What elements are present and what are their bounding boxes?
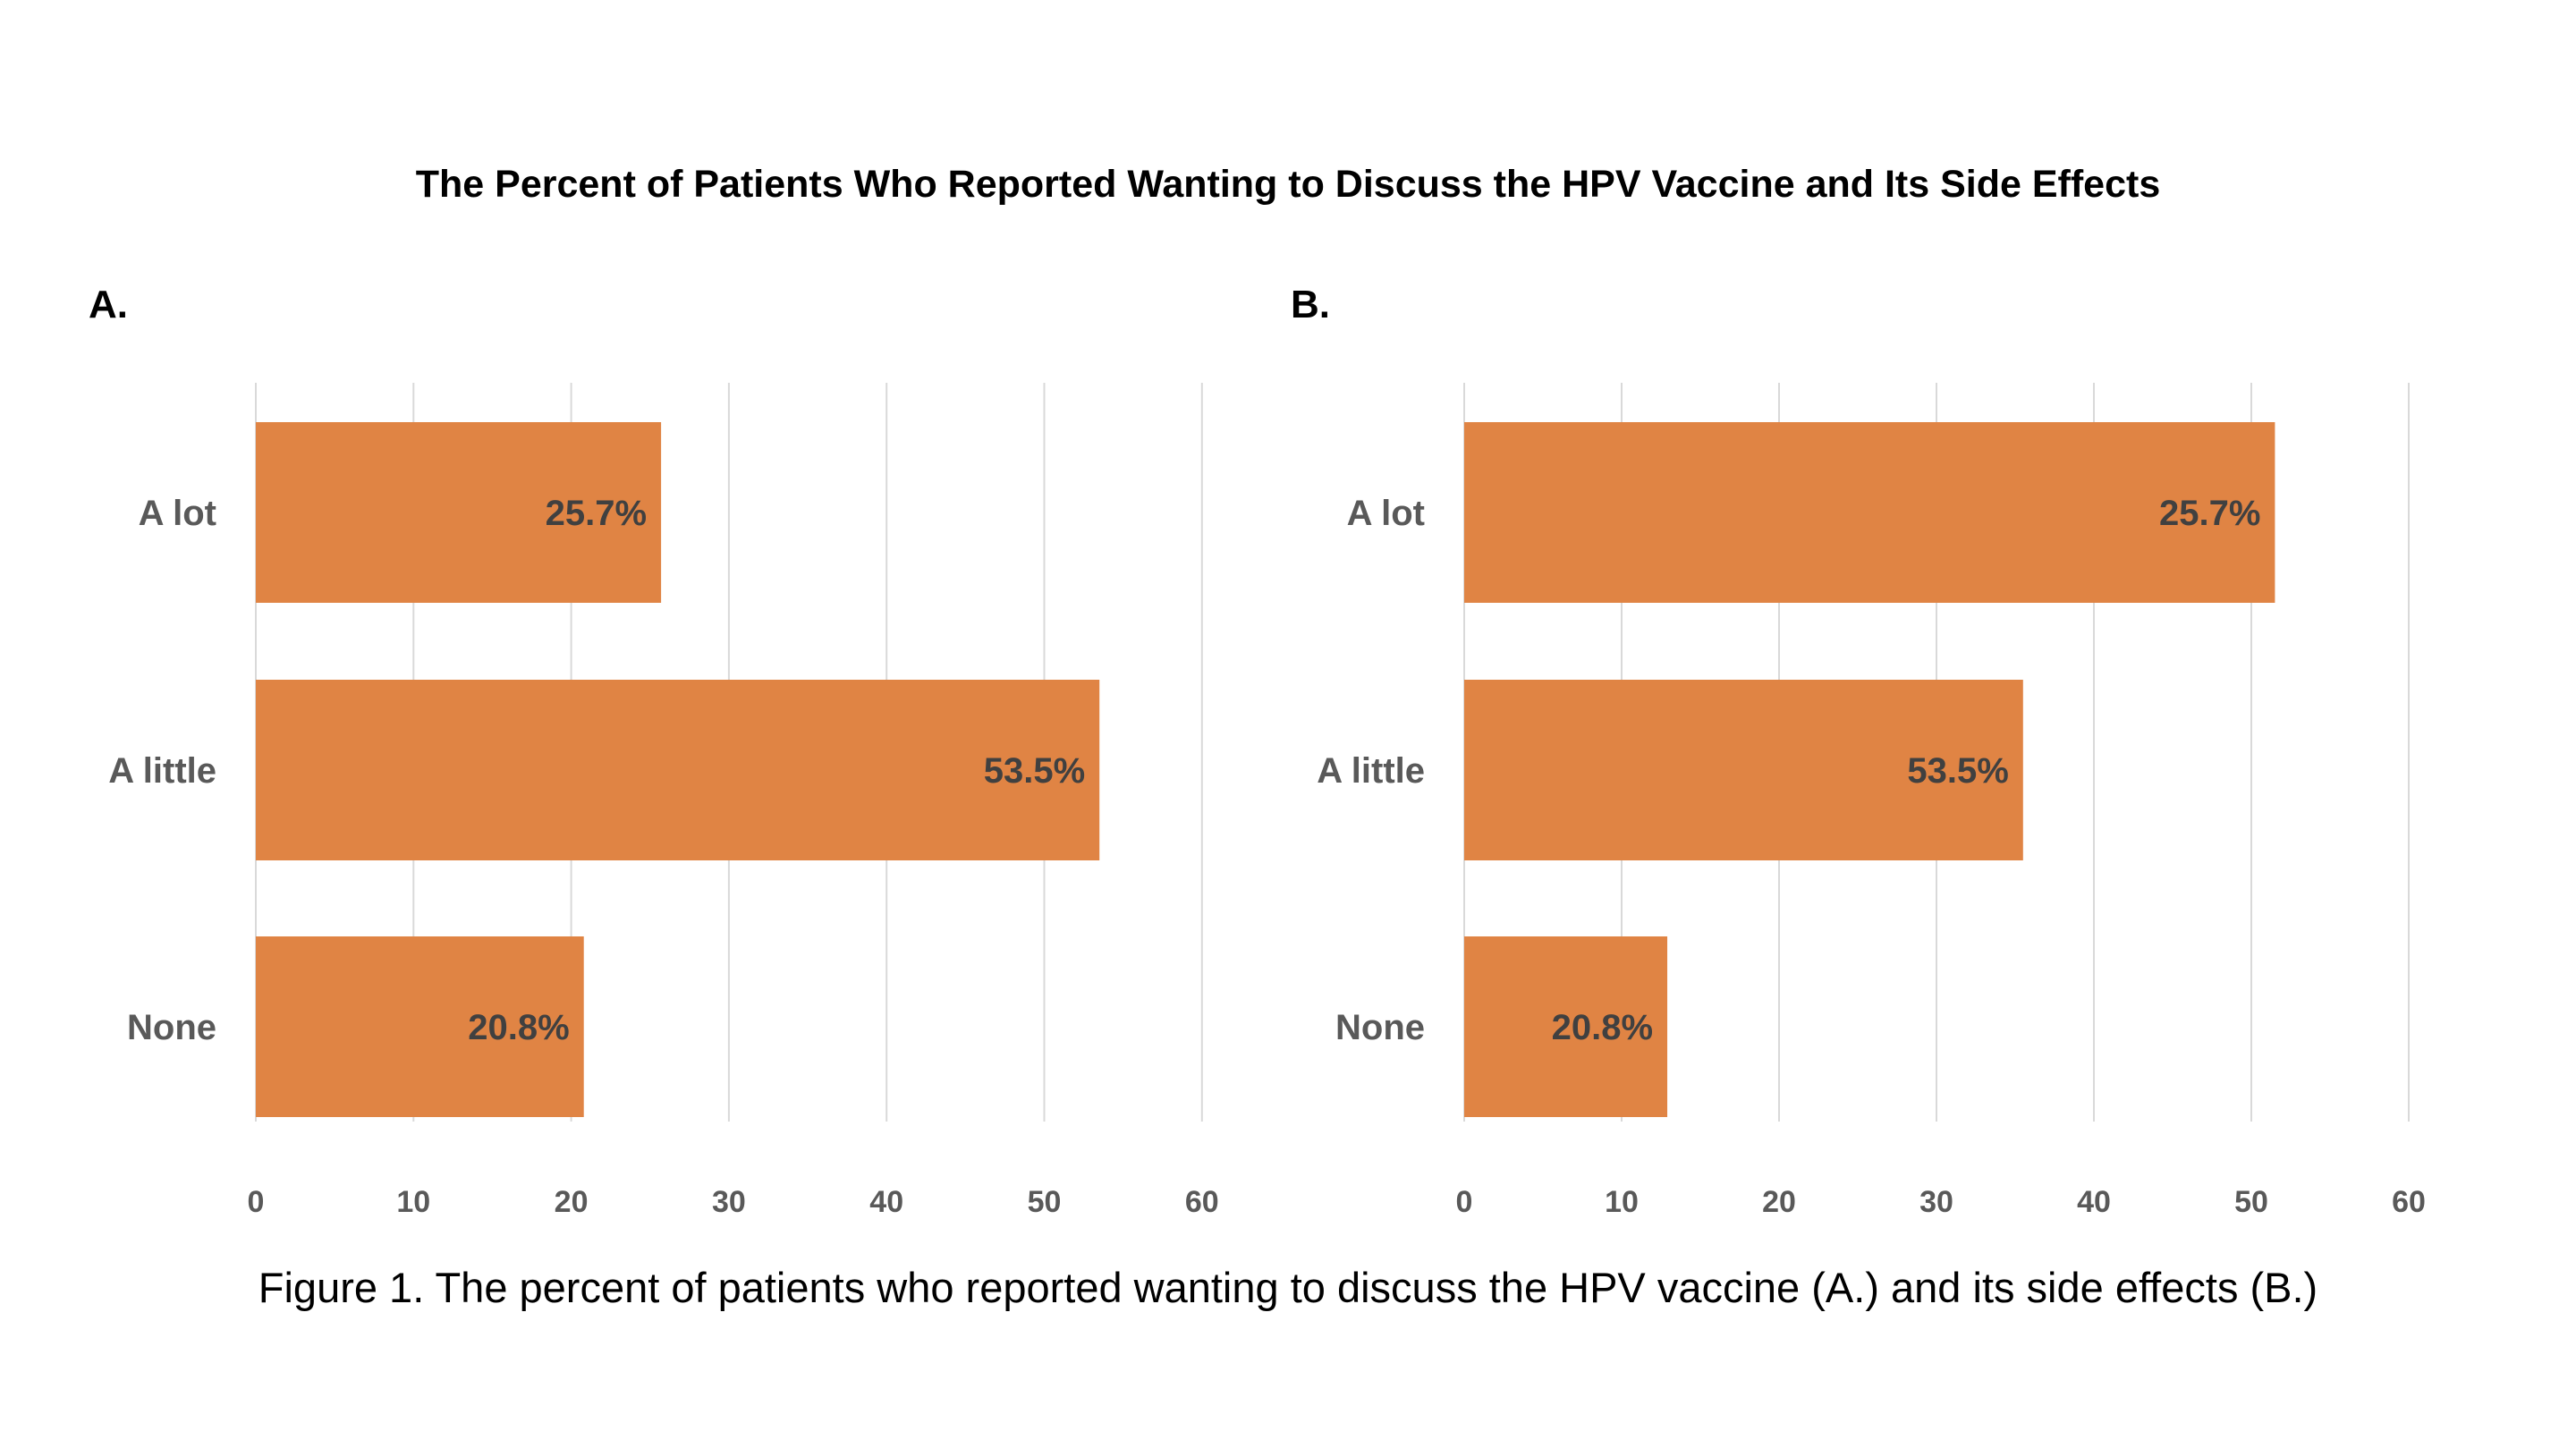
x-tick-label: 40 <box>869 1185 903 1219</box>
data-label: 53.5% <box>1907 751 2008 791</box>
bar <box>1464 422 2275 603</box>
x-tick-label: 0 <box>248 1185 265 1219</box>
bar <box>1464 936 1668 1117</box>
data-label: 20.8% <box>1552 1008 1653 1047</box>
x-tick-label: 10 <box>396 1185 430 1219</box>
panel-b-label: B. <box>1291 283 1330 326</box>
data-label: 20.8% <box>468 1008 569 1047</box>
bar <box>256 422 662 603</box>
x-tick-label: 60 <box>1185 1185 1219 1219</box>
category-label: None <box>1335 1008 1425 1047</box>
category-label: A lot <box>1347 494 1425 533</box>
bar <box>1464 680 2023 860</box>
bar <box>256 936 584 1117</box>
chart-title: The Percent of Patients Who Reported Wan… <box>415 163 2161 206</box>
bar <box>256 680 1100 860</box>
category-label: A little <box>108 751 216 791</box>
category-label: A lot <box>139 494 216 533</box>
panel-a-chart: 0 10 20 30 40 50 60 25.7% A lot 53.5% A little 20.8… <box>108 383 1219 1219</box>
data-label: 25.7% <box>2159 494 2260 533</box>
x-tick-label: 20 <box>1762 1185 1796 1219</box>
category-label: A little <box>1317 751 1425 791</box>
x-tick-label: 50 <box>1028 1185 1062 1219</box>
data-label: 53.5% <box>984 751 1085 791</box>
x-tick-label: 60 <box>2392 1185 2426 1219</box>
x-tick-label: 30 <box>712 1185 746 1219</box>
x-tick-label: 0 <box>1456 1185 1473 1219</box>
category-label: None <box>127 1008 216 1047</box>
panel-b-chart: 0 10 20 30 40 50 60 25.7% A lot 53.5% A little 20.8… <box>1317 383 2426 1219</box>
data-label: 25.7% <box>546 494 647 533</box>
x-tick-label: 10 <box>1605 1185 1639 1219</box>
x-tick-label: 40 <box>2077 1185 2111 1219</box>
x-tick-label: 20 <box>555 1185 589 1219</box>
panel-a-label: A. <box>89 283 128 326</box>
figure-caption: Figure 1. The percent of patients who re… <box>258 1264 2318 1311</box>
x-tick-label: 30 <box>1919 1185 1953 1219</box>
x-tick-label: 50 <box>2234 1185 2268 1219</box>
